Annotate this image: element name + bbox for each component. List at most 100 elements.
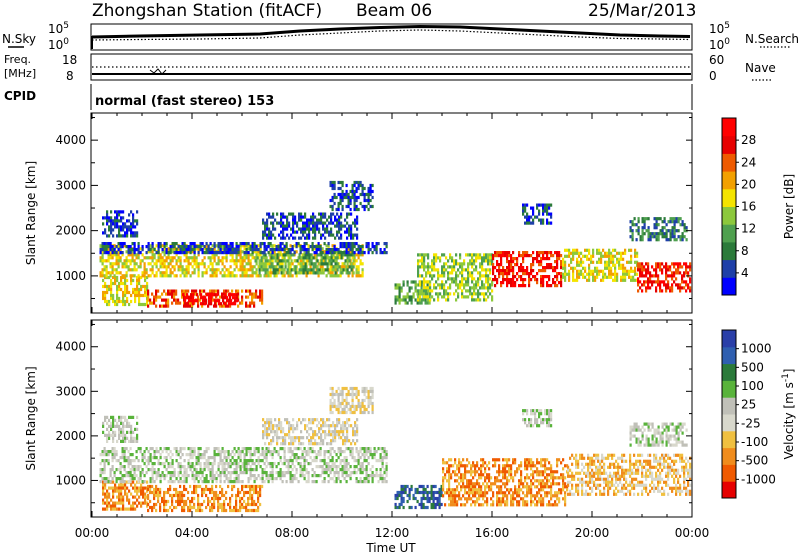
data-cell — [275, 465, 278, 469]
data-cell — [197, 271, 200, 275]
data-cell — [255, 253, 258, 257]
data-cell — [268, 265, 271, 269]
data-cell — [249, 465, 252, 469]
data-cell — [231, 471, 234, 475]
data-cell — [171, 459, 174, 463]
data-cell — [157, 242, 160, 246]
data-cell — [683, 226, 686, 230]
data-cell — [124, 284, 127, 289]
data-cell — [109, 253, 112, 257]
data-cell — [647, 235, 650, 239]
data-cell — [197, 453, 200, 457]
data-cell — [608, 251, 611, 255]
data-cell — [305, 248, 308, 252]
data-cell — [385, 242, 388, 246]
data-cell — [530, 215, 533, 219]
data-cell — [270, 215, 273, 219]
data-cell — [157, 259, 160, 263]
data-cell — [570, 266, 573, 270]
data-cell — [596, 275, 599, 279]
data-cell — [245, 268, 248, 272]
data-cell — [119, 480, 122, 484]
data-cell — [299, 468, 302, 472]
data-cell — [679, 238, 682, 242]
data-cell — [135, 268, 138, 272]
data-cell — [679, 286, 682, 290]
data-cell — [225, 253, 228, 257]
data-cell — [339, 245, 342, 249]
data-cell — [281, 242, 284, 246]
data-cell — [451, 259, 454, 263]
data-cell — [653, 223, 656, 227]
data-cell — [433, 286, 436, 290]
data-cell — [191, 474, 194, 478]
data-cell — [461, 268, 464, 272]
data-cell — [455, 253, 458, 257]
data-cell — [295, 456, 298, 460]
data-cell — [323, 471, 326, 475]
data-cell — [526, 212, 529, 216]
data-cell — [303, 450, 306, 454]
data-cell — [111, 468, 114, 472]
data-cell — [115, 245, 118, 249]
data-cell — [673, 226, 676, 230]
data-cell — [149, 459, 152, 463]
data-cell — [538, 251, 541, 255]
data-cell — [201, 493, 204, 498]
data-cell — [606, 266, 609, 270]
data-cell — [301, 465, 304, 469]
data-cell — [163, 456, 166, 460]
data-cell — [291, 262, 294, 266]
data-cell — [256, 256, 259, 260]
data-cell — [106, 213, 109, 217]
data-cell — [199, 465, 202, 469]
data-cell — [546, 203, 549, 207]
data-cell — [211, 505, 214, 510]
data-cell — [363, 251, 366, 255]
data-cell — [429, 265, 432, 269]
data-cell — [205, 480, 208, 484]
data-cell — [173, 292, 176, 296]
data-cell — [291, 450, 294, 454]
noise-tick-low-left: 100 — [48, 37, 69, 52]
data-cell — [548, 212, 551, 216]
data-cell — [268, 212, 271, 216]
data-cell — [219, 462, 222, 466]
data-cell — [433, 262, 436, 266]
data-cell — [590, 269, 593, 273]
data-cell — [326, 224, 329, 228]
data-cell — [339, 453, 342, 457]
data-cell — [279, 468, 282, 472]
data-cell — [209, 268, 212, 272]
data-cell — [479, 265, 482, 269]
data-cell — [123, 468, 126, 472]
data-cell — [402, 295, 405, 299]
data-cell — [211, 262, 214, 266]
data-cell — [157, 253, 160, 257]
data-cell — [683, 235, 686, 239]
data-cell — [229, 453, 232, 457]
data-cell — [235, 265, 238, 269]
data-cell — [295, 250, 298, 254]
data-cell — [185, 304, 188, 308]
data-cell — [137, 248, 140, 252]
data-cell — [114, 281, 117, 286]
data-cell — [522, 266, 525, 270]
data-cell — [141, 471, 144, 475]
data-cell — [467, 289, 470, 293]
data-cell — [318, 221, 321, 225]
data-cell — [673, 274, 676, 278]
data-cell — [241, 262, 244, 266]
data-cell — [139, 471, 142, 475]
data-cell — [165, 490, 168, 495]
data-cell — [524, 206, 527, 210]
data-cell — [349, 250, 352, 254]
colorbar-tick-label: 16 — [741, 200, 756, 214]
data-cell — [241, 242, 244, 246]
data-cell — [320, 271, 323, 275]
data-cell — [548, 263, 551, 267]
data-cell — [204, 299, 207, 303]
data-cell — [328, 259, 331, 263]
data-cell — [203, 251, 206, 255]
data-cell — [146, 284, 149, 289]
